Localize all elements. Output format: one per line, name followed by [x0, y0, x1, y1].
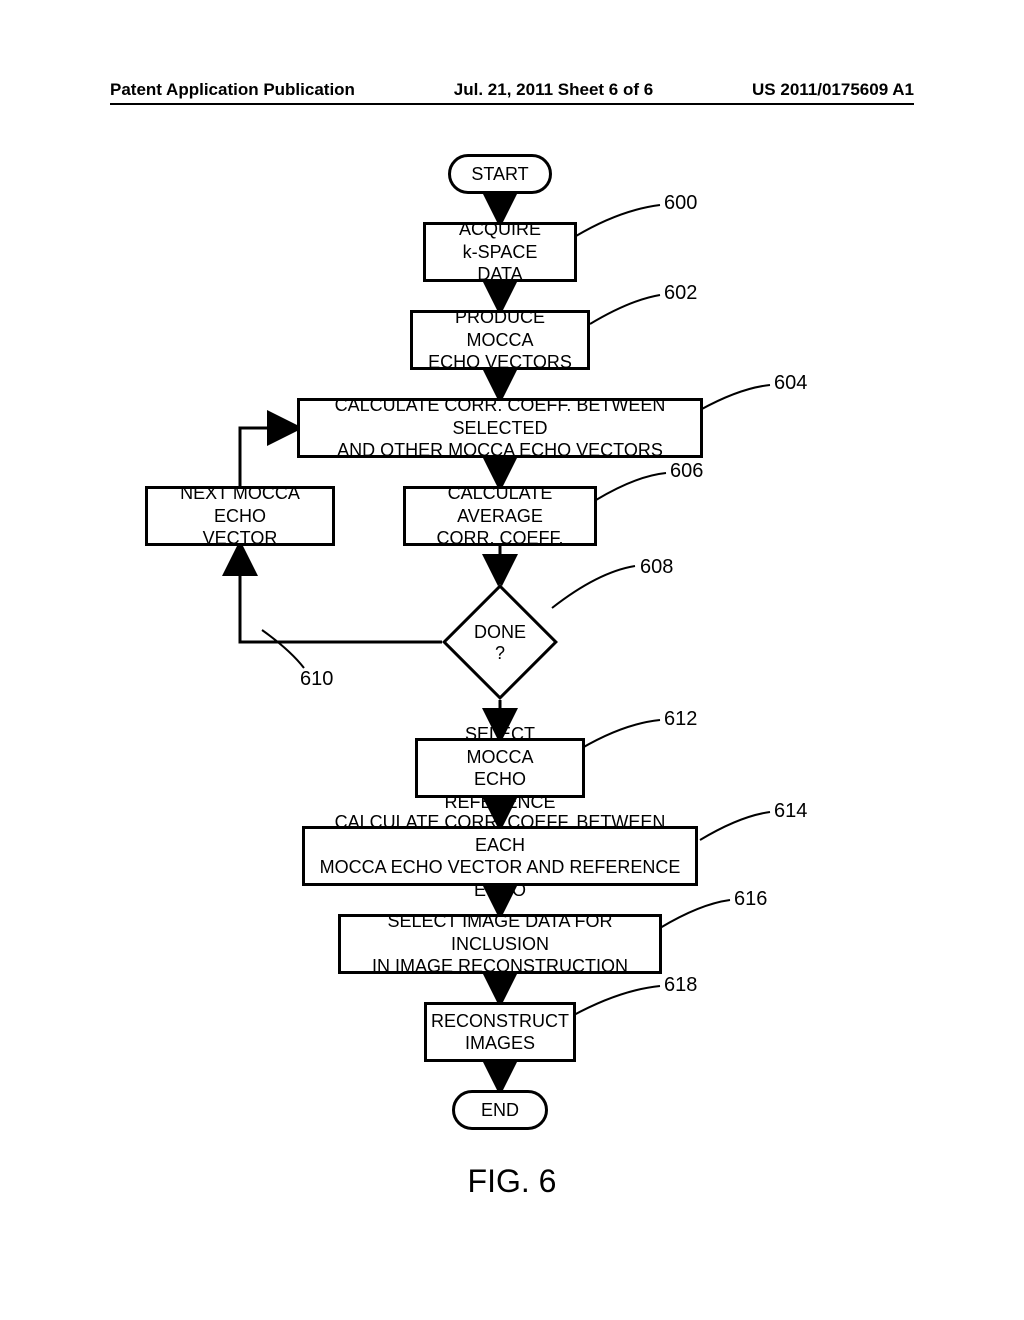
node-produce: PRODUCE MOCCA ECHO VECTORS: [410, 310, 590, 370]
node-next-mocca: NEXT MOCCA ECHO VECTOR: [145, 486, 335, 546]
calc-sel-l1: CALCULATE CORR. COEFF. BETWEEN SELECTED: [312, 394, 688, 439]
recon-l1: RECONSTRUCT: [431, 1010, 569, 1033]
header-left: Patent Application Publication: [110, 80, 355, 100]
flowchart: START ACQUIRE k-SPACE DATA PRODUCE MOCCA…: [0, 140, 1024, 1190]
acquire-l1: ACQUIRE: [459, 218, 541, 241]
ref-604: 604: [774, 372, 807, 395]
acquire-l2: k-SPACE DATA: [438, 241, 562, 286]
produce-l2: ECHO VECTORS: [428, 351, 572, 374]
node-calc-each: CALCULATE CORR. COEFF. BETWEEN EACH MOCC…: [302, 826, 698, 886]
ref-612: 612: [664, 708, 697, 731]
calc-each-l1: CALCULATE CORR. COEFF. BETWEEN EACH: [317, 811, 683, 856]
done-text: DONE ?: [470, 622, 530, 663]
header-right: US 2011/0175609 A1: [752, 80, 914, 100]
figure-caption: FIG. 6: [0, 1163, 1024, 1200]
calc-sel-l2: AND OTHER MOCCA ECHO VECTORS: [337, 439, 663, 462]
ref-610: 610: [300, 668, 333, 691]
sel-img-l1: SELECT IMAGE DATA FOR INCLUSION: [353, 910, 647, 955]
node-reconstruct: RECONSTRUCT IMAGES: [424, 1002, 576, 1062]
header-center: Jul. 21, 2011 Sheet 6 of 6: [454, 80, 653, 100]
node-calc-selected: CALCULATE CORR. COEFF. BETWEEN SELECTED …: [297, 398, 703, 458]
ref-616: 616: [734, 888, 767, 911]
next-l2: VECTOR: [203, 527, 278, 550]
sel-ref-l1: SELECT MOCCA: [430, 723, 570, 768]
calc-avg-l1: CALCULATE AVERAGE: [418, 482, 582, 527]
done-l2: ?: [495, 643, 505, 663]
ref-618: 618: [664, 974, 697, 997]
end-label: END: [481, 1099, 519, 1122]
sel-img-l2: IN IMAGE RECONSTRUCTION: [372, 955, 628, 978]
node-select-image: SELECT IMAGE DATA FOR INCLUSION IN IMAGE…: [338, 914, 662, 974]
ref-606: 606: [670, 460, 703, 483]
header-rule: [110, 103, 914, 105]
ref-614: 614: [774, 800, 807, 823]
done-l1: DONE: [474, 622, 526, 642]
ref-600: 600: [664, 192, 697, 215]
recon-l2: IMAGES: [465, 1032, 535, 1055]
calc-avg-l2: CORR. COEFF.: [436, 527, 563, 550]
node-select-reference: SELECT MOCCA ECHO REFERENCE: [415, 738, 585, 798]
next-l1: NEXT MOCCA ECHO: [160, 482, 320, 527]
ref-602: 602: [664, 282, 697, 305]
calc-each-l2: MOCCA ECHO VECTOR AND REFERENCE ECHO: [317, 856, 683, 901]
ref-608: 608: [640, 556, 673, 579]
page-header: Patent Application Publication Jul. 21, …: [0, 80, 1024, 100]
node-start: START: [448, 154, 552, 194]
produce-l1: PRODUCE MOCCA: [425, 306, 575, 351]
node-end: END: [452, 1090, 548, 1130]
node-acquire: ACQUIRE k-SPACE DATA: [423, 222, 577, 282]
node-calc-average: CALCULATE AVERAGE CORR. COEFF.: [403, 486, 597, 546]
sel-ref-l2: ECHO REFERENCE: [430, 768, 570, 813]
start-label: START: [471, 163, 528, 186]
